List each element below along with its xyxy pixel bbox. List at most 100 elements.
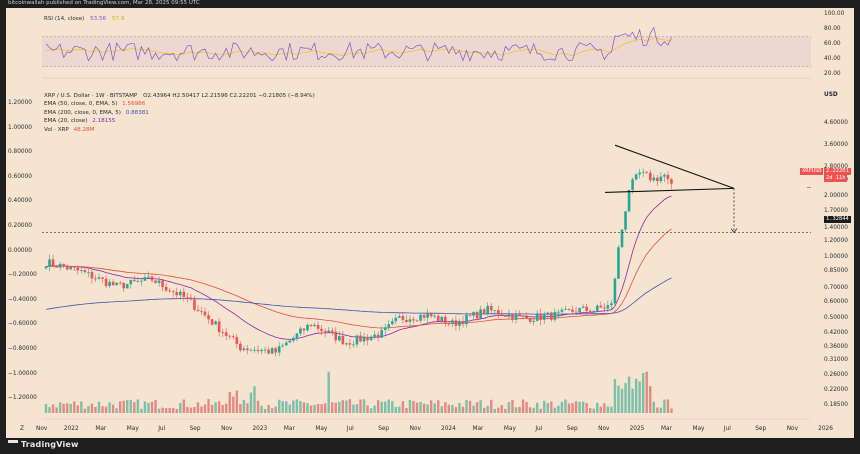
candle-body (200, 311, 203, 312)
candle-body (292, 337, 295, 341)
volume-bar (596, 402, 599, 413)
candle-body (55, 265, 58, 268)
candle-body (567, 309, 571, 310)
volume-bar (617, 385, 620, 413)
volume-bar (649, 386, 652, 413)
volume-bar (168, 407, 171, 413)
candle-body (182, 291, 186, 297)
volume-bar (433, 403, 436, 413)
volume-bar (415, 402, 419, 413)
volume-bar (122, 400, 125, 413)
right-axis-tick: 1.00000 (824, 254, 848, 261)
candle-body (444, 316, 447, 324)
ema200-line (45, 277, 672, 315)
volume-bar (249, 392, 253, 413)
candle-body (228, 335, 232, 337)
time-axis-tick: Mar (472, 426, 484, 432)
volume-bar (164, 408, 168, 413)
volume-bar (221, 405, 224, 413)
corner-label[interactable]: Z (20, 426, 24, 432)
volume-bar (111, 404, 115, 413)
volume-bars (44, 371, 673, 413)
volume-bar (44, 404, 48, 413)
legend-row-ema200[interactable]: EMA (200, close, 0, EMA, 5) 0.88381 (44, 109, 315, 117)
candle-body (256, 349, 260, 352)
volume-bar (172, 408, 175, 413)
candle-body (323, 330, 327, 333)
candle-body (581, 306, 585, 309)
candle-body (429, 312, 433, 317)
candle-body (648, 172, 652, 181)
legend-row-volume[interactable]: Vol · XRP 48.28M (44, 126, 315, 134)
volume-bar (334, 402, 337, 413)
candle-body (313, 324, 316, 326)
candle-body (299, 328, 302, 334)
volume-bar (603, 403, 606, 413)
candle-countdown: 2d 11h (824, 175, 848, 182)
volume-bar (69, 403, 72, 413)
volume-bar (408, 399, 412, 413)
volume-bar (585, 403, 588, 413)
volume-bar (80, 401, 83, 413)
legend-row-ema20[interactable]: EMA (20, close) 2.18155 (44, 117, 315, 125)
volume-bar (90, 403, 94, 413)
candle-body (511, 314, 514, 320)
candle-body (270, 348, 274, 354)
time-axis-tick: Mar (283, 426, 295, 432)
candle-body (422, 314, 426, 318)
left-axis-tick: 1.20000 (8, 100, 32, 106)
candle-body (87, 271, 90, 273)
candle-body (274, 348, 277, 353)
candle-body (253, 349, 256, 351)
candle-body (436, 315, 440, 322)
symbol-title[interactable]: XRP / U.S. Dollar · 1W · BITSTAMP (44, 93, 138, 99)
volume-bar (313, 404, 316, 413)
candle-body (76, 267, 80, 271)
candle-body (140, 280, 143, 282)
volume-bar (225, 403, 228, 413)
candle-body (620, 229, 624, 248)
price-badge-symbol: XRPUSD (802, 168, 822, 174)
rsi-line (45, 26, 672, 62)
candle-body (652, 177, 656, 181)
volume-bar (369, 408, 373, 413)
volume-bar (511, 400, 514, 413)
volume-bar (239, 403, 242, 413)
candle-body (348, 343, 352, 345)
left-axis-tick: 1.00000 (8, 124, 32, 131)
candle-body (553, 311, 557, 320)
candle-body (341, 335, 345, 345)
legend-row-ema50[interactable]: EMA (50, close, 0, EMA, 5) 1.56986 (44, 100, 315, 108)
candle-body (595, 305, 599, 311)
candle-body (535, 313, 539, 321)
candle-body (606, 305, 610, 309)
volume-bar (472, 405, 475, 413)
volume-bar (355, 404, 359, 413)
ema-lines (45, 195, 672, 340)
right-axis-tick: 1.70000 (824, 207, 848, 214)
time-axis-tick: Jul (346, 426, 354, 432)
candle-body (217, 321, 221, 333)
candle-body (94, 278, 97, 280)
volume-bar (419, 401, 422, 413)
ema200-value: 0.88381 (125, 109, 149, 116)
candle-body (210, 319, 214, 325)
currency-label[interactable]: USD (824, 92, 838, 98)
candle-body (65, 266, 69, 270)
time-axis-tick: Nov (221, 426, 233, 432)
candle-body (249, 349, 253, 351)
right-axis-tick: 2.00000 (824, 193, 848, 200)
volume-bar (620, 388, 624, 413)
volume-bar (143, 401, 147, 413)
candle-body (405, 319, 408, 322)
rsi-ma-line (45, 37, 672, 57)
candle-body (497, 310, 500, 315)
volume-bar (606, 406, 610, 413)
time-axis-tick: Jul (723, 426, 731, 432)
volume-bar (161, 407, 164, 413)
ema20-line (45, 195, 672, 340)
candle-body (168, 290, 171, 292)
price-chart-canvas[interactable] (6, 8, 854, 438)
right-axis-tick: 3.60000 (824, 141, 848, 148)
rsi-axis-tick: 80.00 (824, 25, 841, 32)
